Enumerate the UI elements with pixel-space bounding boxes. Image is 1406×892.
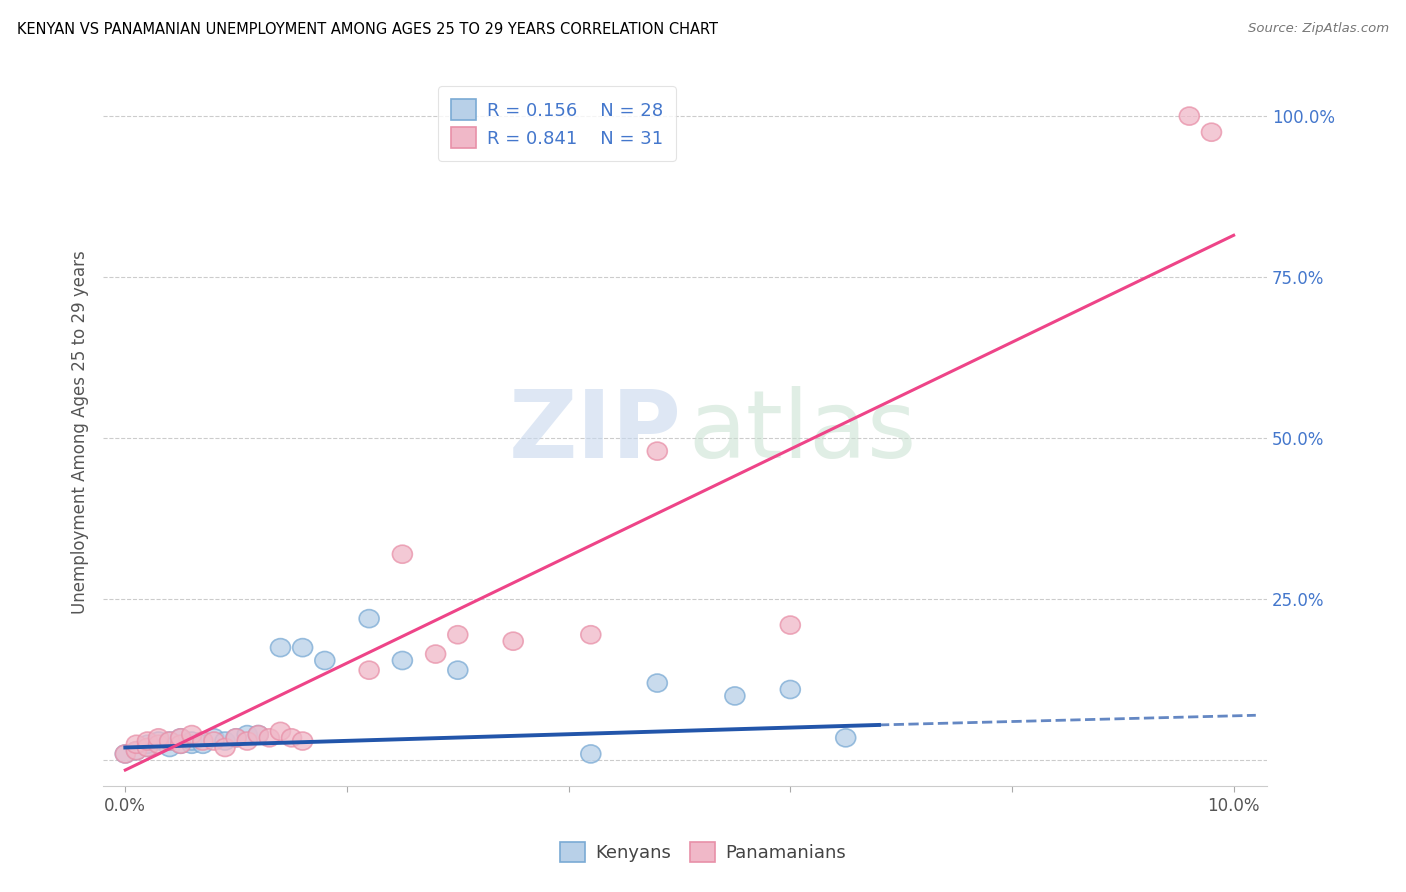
Ellipse shape — [127, 741, 146, 760]
Ellipse shape — [127, 741, 146, 760]
Ellipse shape — [181, 735, 202, 753]
Ellipse shape — [449, 661, 468, 679]
Ellipse shape — [226, 729, 246, 747]
Ellipse shape — [226, 729, 246, 747]
Ellipse shape — [238, 732, 257, 750]
Ellipse shape — [149, 735, 169, 753]
Ellipse shape — [292, 732, 312, 750]
Ellipse shape — [392, 545, 412, 563]
Ellipse shape — [127, 735, 146, 753]
Ellipse shape — [160, 732, 180, 750]
Ellipse shape — [215, 732, 235, 750]
Ellipse shape — [249, 725, 269, 744]
Ellipse shape — [315, 651, 335, 670]
Ellipse shape — [215, 739, 235, 756]
Legend: Kenyans, Panamanians: Kenyans, Panamanians — [553, 834, 853, 870]
Ellipse shape — [170, 729, 191, 747]
Ellipse shape — [426, 645, 446, 663]
Ellipse shape — [138, 735, 157, 753]
Ellipse shape — [292, 639, 312, 657]
Ellipse shape — [160, 732, 180, 750]
Ellipse shape — [581, 625, 600, 644]
Ellipse shape — [115, 745, 135, 763]
Ellipse shape — [204, 729, 224, 747]
Ellipse shape — [503, 632, 523, 650]
Ellipse shape — [170, 735, 191, 753]
Ellipse shape — [449, 625, 468, 644]
Ellipse shape — [1180, 107, 1199, 125]
Ellipse shape — [359, 609, 380, 628]
Ellipse shape — [138, 739, 157, 756]
Ellipse shape — [181, 732, 202, 750]
Ellipse shape — [204, 732, 224, 750]
Ellipse shape — [647, 674, 668, 692]
Ellipse shape — [170, 729, 191, 747]
Y-axis label: Unemployment Among Ages 25 to 29 years: Unemployment Among Ages 25 to 29 years — [72, 250, 89, 614]
Ellipse shape — [115, 745, 135, 763]
Text: ZIP: ZIP — [509, 386, 682, 478]
Ellipse shape — [835, 729, 856, 747]
Text: KENYAN VS PANAMANIAN UNEMPLOYMENT AMONG AGES 25 TO 29 YEARS CORRELATION CHART: KENYAN VS PANAMANIAN UNEMPLOYMENT AMONG … — [17, 22, 718, 37]
Ellipse shape — [270, 639, 291, 657]
Ellipse shape — [193, 732, 212, 750]
Ellipse shape — [149, 732, 169, 750]
Ellipse shape — [647, 442, 668, 460]
Ellipse shape — [193, 735, 212, 753]
Ellipse shape — [359, 661, 380, 679]
Text: atlas: atlas — [689, 386, 917, 478]
Ellipse shape — [281, 729, 301, 747]
Ellipse shape — [138, 732, 157, 750]
Ellipse shape — [581, 745, 600, 763]
Ellipse shape — [149, 729, 169, 747]
Legend: R = 0.156    N = 28, R = 0.841    N = 31: R = 0.156 N = 28, R = 0.841 N = 31 — [439, 87, 675, 161]
Ellipse shape — [249, 725, 269, 744]
Ellipse shape — [259, 729, 280, 747]
Ellipse shape — [170, 735, 191, 753]
Ellipse shape — [1202, 123, 1222, 141]
Ellipse shape — [780, 681, 800, 698]
Ellipse shape — [392, 651, 412, 670]
Ellipse shape — [160, 739, 180, 756]
Ellipse shape — [238, 725, 257, 744]
Ellipse shape — [780, 616, 800, 634]
Text: Source: ZipAtlas.com: Source: ZipAtlas.com — [1249, 22, 1389, 36]
Ellipse shape — [270, 723, 291, 740]
Ellipse shape — [138, 739, 157, 756]
Ellipse shape — [181, 725, 202, 744]
Ellipse shape — [725, 687, 745, 705]
